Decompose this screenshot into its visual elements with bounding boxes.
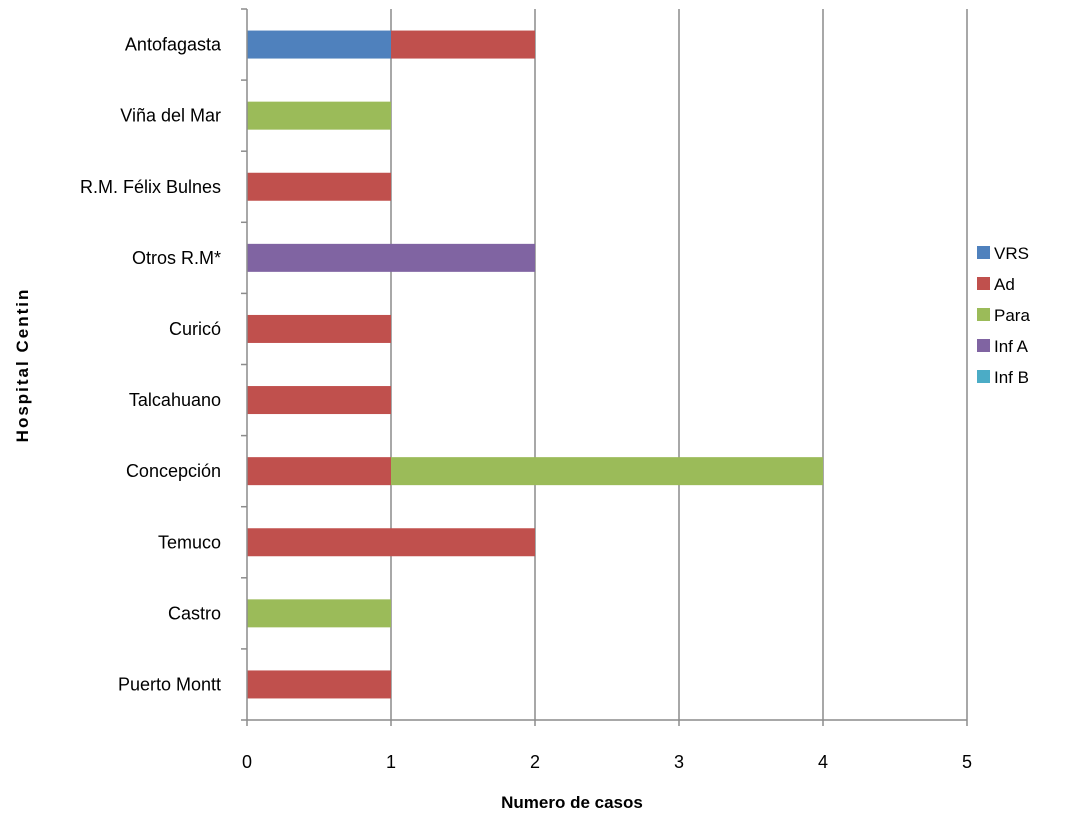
legend-label: VRS [994,244,1029,263]
bar-inf-a [247,243,535,272]
legend-swatch [977,370,990,383]
x-tick-label: 5 [962,752,972,772]
legend-label: Inf B [994,368,1029,387]
bar-ad [247,528,535,557]
bar-ad [391,30,535,59]
x-tick-label: 4 [818,752,828,772]
x-tick-label: 1 [386,752,396,772]
x-axis-title: Numero de casos [501,793,643,812]
y-category-label: Viña del Mar [120,106,221,126]
bar-ad [247,457,391,486]
legend-label: Ad [994,275,1015,294]
bars [247,30,823,699]
bar-para [247,599,391,628]
y-axis-title: Hospital Centin [13,288,32,443]
bar-para [247,101,391,130]
y-category-label: Puerto Montt [118,674,221,694]
legend-swatch [977,339,990,352]
y-category-label: Otros R.M* [132,248,221,268]
y-category-label: Concepción [126,461,221,481]
axes [241,8,968,726]
y-category-label: Antofagasta [125,35,222,55]
x-tick-label: 3 [674,752,684,772]
legend-label: Para [994,306,1030,325]
legend: VRS Ad Para Inf A Inf B [977,244,1030,387]
legend-swatch [977,246,990,259]
x-tick-label: 2 [530,752,540,772]
bar-ad [247,172,391,201]
y-category-label: Curicó [169,319,221,339]
bar-ad [247,386,391,415]
bar-ad [247,314,391,343]
bar-vrs [247,30,391,59]
y-category-label: Castro [168,603,221,623]
x-tick-label: 0 [242,752,252,772]
legend-swatch [977,308,990,321]
bar-ad [247,670,391,699]
y-category-label: R.M. Félix Bulnes [80,177,221,197]
bar-para [391,457,823,486]
gridlines [390,9,968,720]
legend-swatch [977,277,990,290]
y-category-label: Talcahuano [129,390,221,410]
legend-label: Inf A [994,337,1029,356]
y-category-label: Temuco [158,532,221,552]
axis-labels: 0 1 2 3 4 5 Antofagasta Viña del Mar R.M. Félix … [80,35,972,772]
